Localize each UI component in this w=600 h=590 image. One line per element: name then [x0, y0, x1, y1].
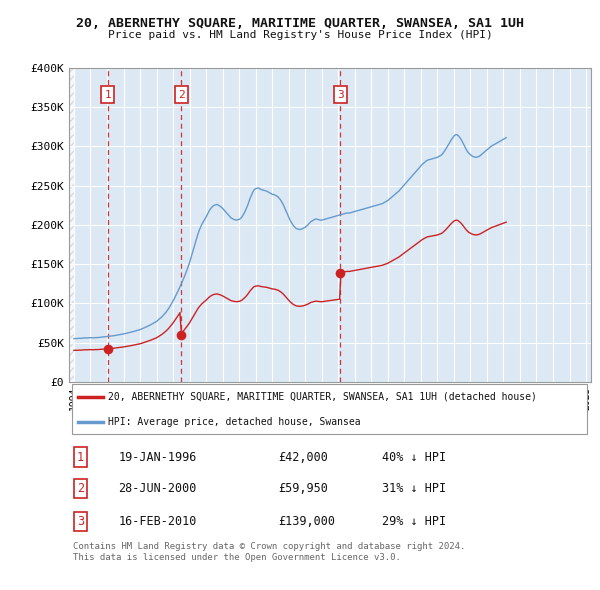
Text: 3: 3 [337, 90, 344, 100]
Text: 1: 1 [104, 90, 111, 100]
FancyBboxPatch shape [71, 384, 587, 434]
Text: HPI: Average price, detached house, Swansea: HPI: Average price, detached house, Swan… [108, 417, 361, 427]
Text: £59,950: £59,950 [278, 482, 328, 495]
Text: 40% ↓ HPI: 40% ↓ HPI [382, 451, 446, 464]
Text: Price paid vs. HM Land Registry's House Price Index (HPI): Price paid vs. HM Land Registry's House … [107, 30, 493, 40]
Text: 16-FEB-2010: 16-FEB-2010 [119, 515, 197, 528]
Text: 29% ↓ HPI: 29% ↓ HPI [382, 515, 446, 528]
Text: 19-JAN-1996: 19-JAN-1996 [119, 451, 197, 464]
Text: 3: 3 [77, 515, 84, 528]
Text: 20, ABERNETHY SQUARE, MARITIME QUARTER, SWANSEA, SA1 1UH (detached house): 20, ABERNETHY SQUARE, MARITIME QUARTER, … [108, 392, 537, 402]
Text: 20, ABERNETHY SQUARE, MARITIME QUARTER, SWANSEA, SA1 1UH: 20, ABERNETHY SQUARE, MARITIME QUARTER, … [76, 17, 524, 30]
Text: 2: 2 [77, 482, 84, 495]
Text: 2: 2 [178, 90, 185, 100]
Text: £139,000: £139,000 [278, 515, 335, 528]
Text: 28-JUN-2000: 28-JUN-2000 [119, 482, 197, 495]
Text: £42,000: £42,000 [278, 451, 328, 464]
Text: Contains HM Land Registry data © Crown copyright and database right 2024.
This d: Contains HM Land Registry data © Crown c… [73, 542, 466, 562]
Text: 31% ↓ HPI: 31% ↓ HPI [382, 482, 446, 495]
Text: 1: 1 [77, 451, 84, 464]
